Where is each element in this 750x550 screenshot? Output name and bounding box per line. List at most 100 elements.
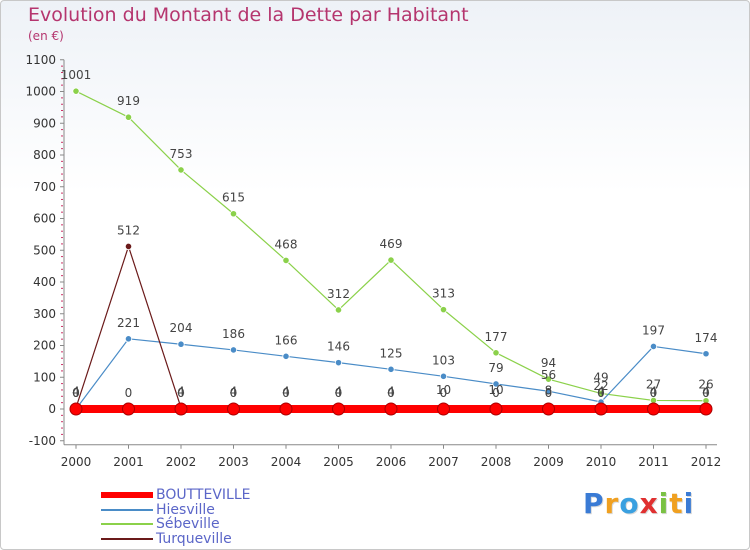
y-tick-label: 800 <box>33 148 56 162</box>
legend-label-sebeville: Sébeville <box>156 516 220 532</box>
data-label-sebeville: 468 <box>275 237 298 251</box>
data-point-boutteville <box>69 402 83 416</box>
data-point-hiesville <box>282 352 290 360</box>
data-label-turqueville: 4 <box>650 385 658 399</box>
data-label-sebeville: 26 <box>698 378 713 392</box>
data-point-sebeville <box>124 113 133 121</box>
chart-title: Evolution du Montant de la Dette par Hab… <box>28 4 469 26</box>
data-label-sebeville: 177 <box>485 330 508 344</box>
chart-subtitle: (en €) <box>28 29 64 43</box>
logo-letter: t <box>669 487 684 520</box>
legend: BOUTTEVILLE Hiesville Sébeville Turquevi… <box>101 487 351 547</box>
x-tick-label: 2006 <box>376 455 407 469</box>
data-point-sebeville <box>439 306 448 314</box>
x-tick-label: 2011 <box>638 455 669 469</box>
data-point-boutteville <box>122 402 135 416</box>
data-point-sebeville <box>177 166 185 174</box>
legend-item-sebeville: Sébeville <box>101 516 351 532</box>
legend-swatch-sebeville <box>101 523 153 525</box>
y-tick-label: 100 <box>33 370 56 384</box>
data-point-hiesville <box>334 359 343 367</box>
data-label-hiesville: 204 <box>170 321 193 335</box>
logo-letter: P <box>583 487 605 520</box>
data-label-boutteville: 0 <box>282 386 290 400</box>
data-label-sebeville: 469 <box>380 237 403 251</box>
data-label-hiesville: 79 <box>488 361 503 375</box>
data-point-boutteville <box>647 402 660 416</box>
data-label-turqueville: 4 <box>72 385 80 399</box>
legend-item-boutteville: BOUTTEVILLE <box>101 487 351 503</box>
logo-letter: o <box>619 487 640 520</box>
data-label-boutteville: 0 <box>230 386 238 400</box>
data-point-hiesville <box>649 342 658 351</box>
legend-swatch-hiesville <box>101 508 153 511</box>
data-point-boutteville <box>227 402 240 416</box>
data-label-sebeville: 49 <box>593 370 608 384</box>
data-label-turqueville: 4 <box>282 385 290 399</box>
data-label-boutteville: 0 <box>440 386 448 400</box>
data-label-boutteville: 0 <box>125 386 133 400</box>
data-point-boutteville <box>332 402 345 416</box>
y-tick-label: 900 <box>33 116 56 130</box>
data-label-turqueville: 4 <box>230 385 238 399</box>
y-tick-label: 0 <box>48 402 56 416</box>
data-label-hiesville: 221 <box>117 316 140 330</box>
logo-letter: r <box>604 487 620 520</box>
data-label-hiesville: 146 <box>327 340 350 354</box>
data-point-sebeville <box>282 256 290 265</box>
data-label-boutteville: 0 <box>545 386 553 400</box>
data-point-hiesville <box>177 340 185 348</box>
data-point-sebeville <box>387 256 395 264</box>
data-label-sebeville: 919 <box>117 94 140 108</box>
data-label-turqueville: 4 <box>335 385 343 399</box>
logo-letter: x <box>639 487 659 520</box>
logo-letter: i <box>658 487 670 520</box>
y-tick-label: 500 <box>33 243 56 257</box>
data-label-boutteville: 0 <box>597 386 605 400</box>
data-point-hiesville <box>492 380 500 388</box>
legend-item-turqueville: Turqueville <box>101 531 351 547</box>
data-point-sebeville <box>492 349 500 357</box>
data-point-hiesville <box>124 335 133 343</box>
legend-swatch-boutteville <box>101 492 153 498</box>
data-label-turqueville: 8 <box>545 383 553 397</box>
data-point-hiesville <box>544 387 553 395</box>
data-label-hiesville: 125 <box>380 346 403 360</box>
x-tick-label: 2007 <box>428 455 459 469</box>
proxiti-logo: Proxiti <box>583 487 694 520</box>
data-label-boutteville: 0 <box>387 386 395 400</box>
x-tick-label: 2000 <box>61 455 92 469</box>
data-point-sebeville <box>72 87 80 95</box>
data-point-boutteville <box>489 402 503 416</box>
y-tick-label: -100 <box>29 434 56 448</box>
data-label-turqueville: 4 <box>387 385 395 399</box>
data-point-sebeville <box>334 306 343 314</box>
legend-item-hiesville: Hiesville <box>101 501 351 518</box>
data-point-sebeville <box>544 375 553 383</box>
data-label-hiesville: 186 <box>222 327 245 341</box>
data-point-hiesville <box>229 346 238 354</box>
legend-label-hiesville: Hiesville <box>156 501 215 518</box>
x-tick-label: 2002 <box>166 455 197 469</box>
data-label-hiesville: 197 <box>642 323 665 337</box>
data-label-sebeville: 753 <box>170 147 193 161</box>
data-point-sebeville <box>597 389 605 398</box>
data-label-turqueville: 4 <box>597 385 605 399</box>
logo-letter: i <box>683 487 695 520</box>
legend-swatch-turqueville <box>101 537 153 540</box>
data-label-boutteville: 0 <box>702 386 710 400</box>
data-label-boutteville: 0 <box>177 386 185 400</box>
series-layer <box>69 87 713 416</box>
data-point-boutteville <box>384 402 398 416</box>
data-label-sebeville: 1001 <box>61 68 92 82</box>
data-label-boutteville: 0 <box>335 386 343 400</box>
data-point-turqueville <box>124 242 133 251</box>
data-point-hiesville <box>439 372 448 380</box>
data-point-boutteville <box>542 402 555 416</box>
y-tick-label: 1000 <box>25 85 56 99</box>
x-tick-label: 2008 <box>481 455 512 469</box>
data-point-boutteville <box>594 402 608 416</box>
